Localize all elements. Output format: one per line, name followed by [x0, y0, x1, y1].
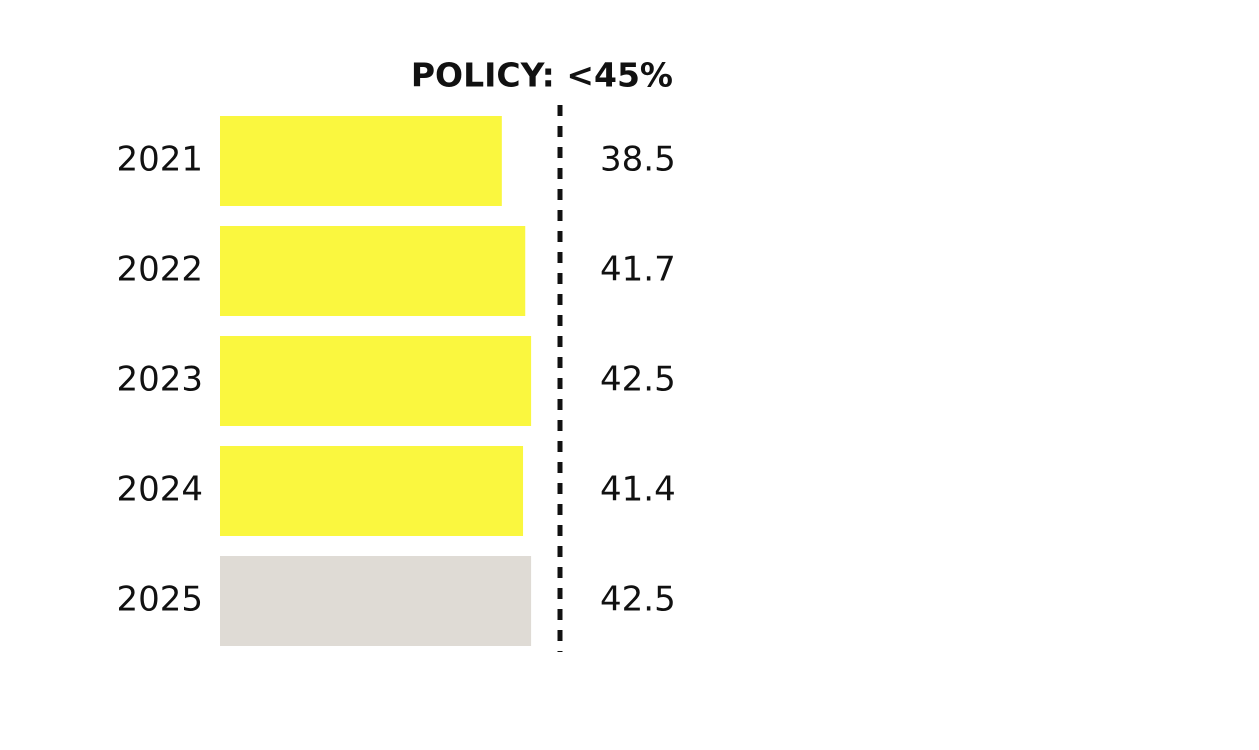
bar — [220, 556, 532, 646]
category-label: 2024 — [116, 470, 203, 510]
category-label: 2021 — [116, 140, 203, 180]
category-label: 2022 — [116, 250, 203, 290]
value-label: 41.4 — [600, 470, 676, 510]
category-label: 2023 — [116, 360, 203, 400]
bar — [220, 116, 502, 206]
value-label: 42.5 — [600, 360, 676, 400]
bar — [220, 336, 532, 426]
value-label: 42.5 — [600, 580, 676, 620]
value-label: 38.5 — [600, 140, 676, 180]
category-label: 2025 — [116, 580, 203, 620]
policy-annotation: POLICY: <45% — [411, 56, 673, 95]
bar — [220, 226, 526, 316]
value-label: 41.7 — [600, 250, 676, 290]
bar — [220, 446, 524, 536]
